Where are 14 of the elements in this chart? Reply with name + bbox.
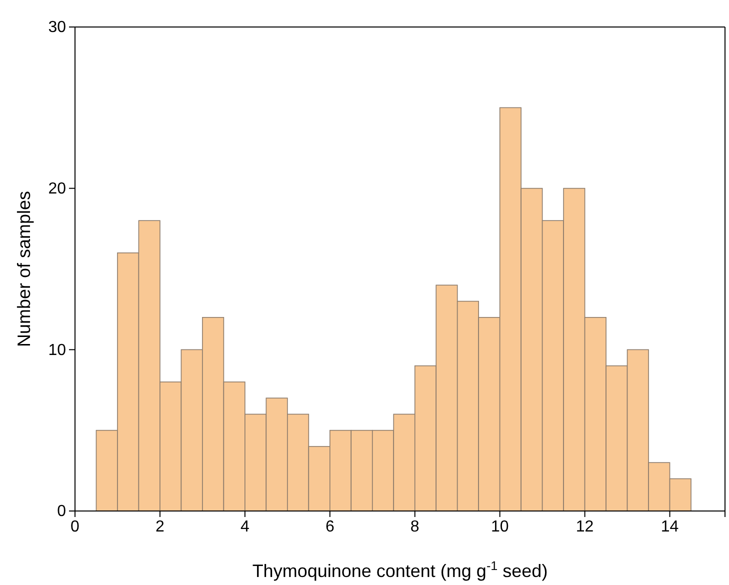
y-axis-title: Number of samples	[14, 190, 34, 348]
x-tick-label: 8	[410, 518, 420, 536]
x-tick-label: 2	[156, 518, 165, 536]
y-tick-label: 30	[48, 19, 66, 36]
y-tick-label: 0	[57, 503, 66, 520]
x-tick-label: 6	[325, 518, 334, 536]
x-tick-label: 14	[660, 518, 679, 536]
x-tick-label: 10	[490, 518, 509, 536]
x-tick-label: 4	[240, 518, 250, 536]
y-tick-label: 20	[48, 180, 66, 198]
x-tick-label: 12	[576, 518, 594, 536]
x-axis-title: Thymoquinone content (mg g$^{-1}$ seed)	[252, 559, 548, 581]
x-tick-label: 0	[70, 518, 80, 536]
y-tick-label: 10	[48, 342, 66, 359]
